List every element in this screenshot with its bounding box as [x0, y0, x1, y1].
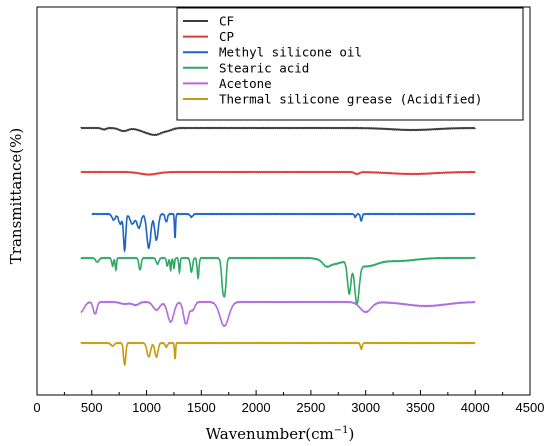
legend-label-3: Stearic acid: [219, 60, 309, 75]
legend-label-4: Acetone: [219, 76, 272, 91]
x-tick-label-4000: 4000: [461, 400, 490, 415]
x-axis-ticks: 0 500 1000 1500 2000 2500 3000 3500 4000 4500: [33, 390, 544, 415]
y-axis-label: Transmittance(%): [7, 128, 25, 264]
legend-box: [176, 7, 524, 121]
legend-label-0: CF: [219, 14, 234, 29]
x-tick-label-4500: 4500: [516, 400, 545, 415]
x-tick-label-2000: 2000: [242, 400, 271, 415]
x-tick-label-3000: 3000: [351, 400, 380, 415]
x-tick-label-1000: 1000: [132, 400, 161, 415]
legend-label-5: Thermal silicone grease (Acidified): [219, 92, 482, 107]
series-line-1: [80, 170, 476, 176]
x-axis-label-superscript: −1: [334, 425, 349, 436]
x-tick-label-0: 0: [33, 400, 40, 415]
x-axis-label: Wavenumber(cm−1): [206, 425, 355, 443]
series-line-0: [80, 126, 476, 137]
x-tick-label-3500: 3500: [406, 400, 435, 415]
legend-label-2: Methyl silicone oil: [219, 45, 362, 60]
series-lines: [80, 126, 476, 367]
x-tick-label-2500: 2500: [296, 400, 325, 415]
series-line-4: [80, 300, 476, 328]
x-tick-label-1500: 1500: [187, 400, 216, 415]
series-line-2: [91, 212, 476, 254]
series-line-3: [80, 256, 476, 306]
series-line-5: [80, 341, 476, 367]
legend-label-1: CP: [219, 29, 234, 44]
x-tick-label-500: 500: [81, 400, 103, 415]
